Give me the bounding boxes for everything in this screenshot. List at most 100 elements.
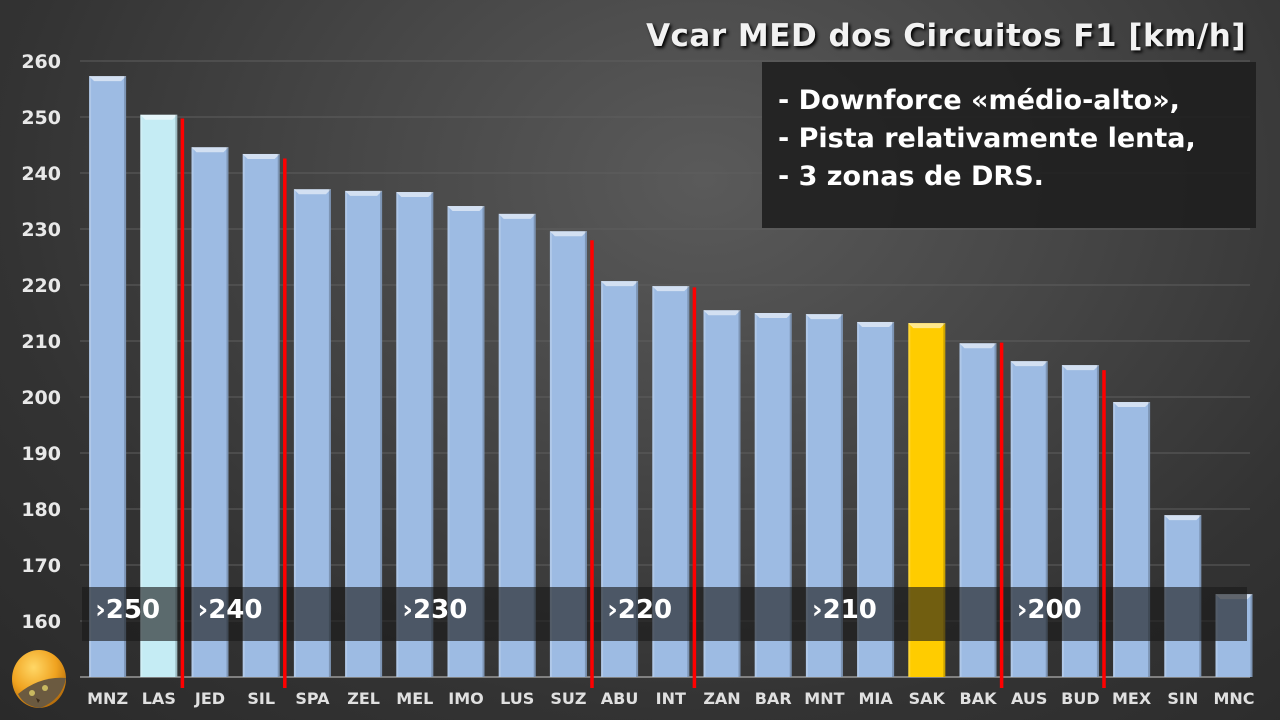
bar-edge: [482, 206, 485, 678]
bar-edge: [1148, 402, 1151, 677]
bar: [140, 114, 178, 677]
bar-bevel: [447, 206, 485, 212]
bar-edge: [652, 286, 655, 677]
bar-bevel: [345, 190, 383, 196]
bar-edge: [943, 323, 946, 677]
bar-edge: [738, 310, 741, 677]
bar-bevel: [754, 313, 792, 318]
bar-edge: [345, 190, 348, 678]
x-tick-label: MNZ: [87, 689, 128, 708]
cat-helmet-icon: [12, 650, 66, 708]
y-tick-label: 180: [21, 499, 61, 521]
bar-las: [140, 114, 178, 677]
band-label: ›250: [95, 595, 160, 625]
x-tick-label: AUS: [1011, 689, 1047, 708]
bar-bevel: [959, 343, 997, 349]
bar-edge: [533, 213, 536, 677]
x-tick-label: MNC: [1213, 689, 1254, 708]
x-tick-label: MIA: [858, 689, 893, 708]
bar-edge: [175, 114, 178, 677]
x-tick-label: SAK: [909, 689, 946, 708]
bar-bevel: [908, 323, 946, 329]
note-line: - Pista relativamente lenta,: [778, 123, 1196, 154]
bar-edge: [380, 190, 383, 678]
x-tick-label: MEX: [1112, 689, 1152, 708]
note-line: - Downforce «médio-alto»,: [778, 85, 1180, 116]
bar-bevel: [1113, 402, 1151, 408]
bar-bevel: [242, 153, 280, 159]
band-label: ›200: [1017, 595, 1082, 625]
x-tick-label: ZAN: [703, 689, 740, 708]
bar-edge: [124, 76, 127, 678]
x-tick-label: BUD: [1061, 689, 1099, 708]
bar-edge: [1250, 594, 1253, 677]
range-band: [82, 587, 1247, 641]
x-tick-label: JED: [194, 689, 225, 708]
y-tick-label: 260: [21, 51, 61, 73]
y-tick-label: 190: [21, 443, 61, 465]
x-tick-label: SIL: [247, 689, 275, 708]
bar-bevel: [857, 321, 895, 327]
bar-edge: [447, 206, 450, 678]
bar-bevel: [396, 192, 434, 198]
notes-box: - Downforce «médio-alto», - Pista relati…: [762, 62, 1256, 228]
bar-edge: [908, 323, 911, 677]
band-label: ›240: [198, 595, 263, 625]
bar-edge: [636, 281, 639, 677]
band-label: ›210: [812, 595, 877, 625]
y-tick-label: 160: [21, 611, 61, 633]
bar-edge: [1061, 365, 1064, 677]
y-tick-label: 170: [21, 555, 61, 577]
y-tick-label: 240: [21, 163, 61, 185]
bar-bevel: [549, 231, 587, 237]
bar-bevel: [1010, 361, 1048, 367]
x-tick-label: SIN: [1167, 689, 1198, 708]
bar-edge: [89, 76, 92, 678]
bar-mnz: [89, 76, 127, 678]
bar-edge: [994, 343, 997, 677]
x-tick-label: INT: [656, 689, 686, 708]
bar-edge: [140, 114, 143, 677]
x-tick-label: IMO: [448, 689, 483, 708]
x-tick-label: MNT: [804, 689, 844, 708]
bar-edge: [959, 343, 962, 677]
y-tick-label: 250: [21, 107, 61, 129]
bar-edge: [328, 189, 331, 678]
bar-edge: [1010, 361, 1013, 677]
bar-bevel: [601, 281, 639, 287]
bar-bevel: [293, 189, 331, 195]
bar-bevel: [805, 314, 843, 320]
y-tick-label: 210: [21, 331, 61, 353]
y-tick-label: 200: [21, 387, 61, 409]
y-tick-label: 220: [21, 275, 61, 297]
x-tick-label: MEL: [396, 689, 433, 708]
bar: [89, 76, 127, 678]
bar-edge: [293, 189, 296, 678]
bar-edge: [1045, 361, 1048, 677]
bar-edge: [703, 310, 706, 677]
x-tick-label: LAS: [142, 689, 176, 708]
bar-edge: [601, 281, 604, 677]
bar-edge: [687, 286, 690, 677]
chart-title: Vcar MED dos Circuitos F1 [km/h]: [646, 18, 1246, 54]
bar-edge: [396, 192, 399, 678]
bar-bevel: [1061, 365, 1099, 371]
bar-edge: [805, 314, 808, 677]
bar-edge: [242, 153, 245, 677]
bar-bevel: [498, 213, 536, 219]
bar-bevel: [1164, 515, 1202, 521]
note-line: - 3 zonas de DRS.: [778, 161, 1044, 192]
bar-edge: [892, 321, 895, 677]
bar-edge: [226, 147, 229, 678]
x-tick-label: ABU: [601, 689, 639, 708]
bar-edge: [1096, 365, 1099, 677]
x-tick-label: BAK: [960, 689, 998, 708]
bar-edge: [191, 147, 194, 678]
x-tick-label: SUZ: [550, 689, 586, 708]
x-tick-label: LUS: [500, 689, 534, 708]
bar-edge: [789, 313, 792, 677]
bar-edge: [277, 153, 280, 677]
bar-edge: [549, 231, 552, 678]
x-tick-label: SPA: [295, 689, 330, 708]
bar-bevel: [703, 310, 741, 316]
